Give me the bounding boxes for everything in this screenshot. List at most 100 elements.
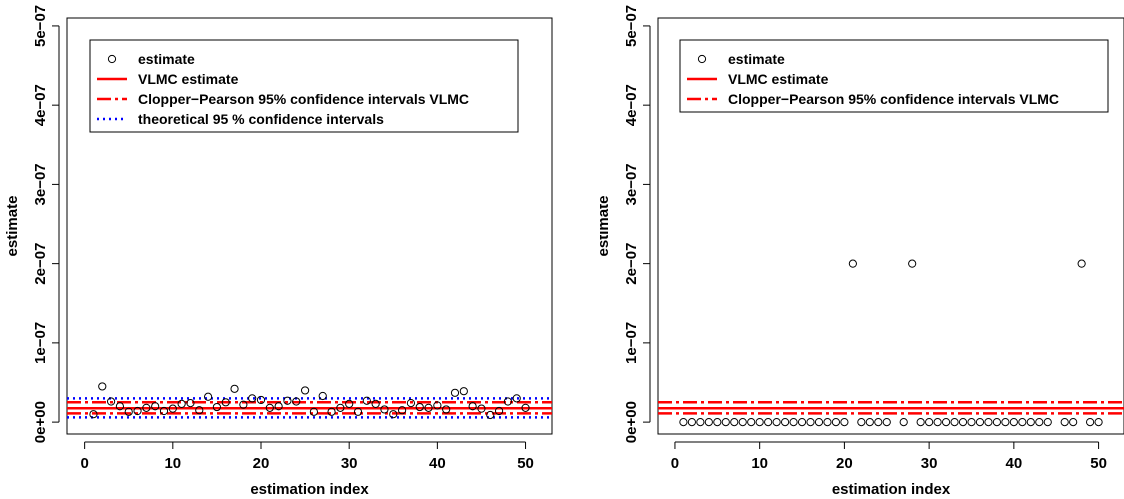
- x-tick-label: 0: [671, 455, 679, 472]
- y-axis-title: estimate: [4, 196, 21, 257]
- legend-box: [89, 39, 519, 133]
- data-point: [848, 259, 857, 268]
- legend-label: estimate: [138, 51, 195, 67]
- data-point: [106, 397, 116, 406]
- data-point: [442, 405, 451, 414]
- x-tick-label: 0: [80, 455, 88, 472]
- data-point: [882, 418, 891, 427]
- data-point: [941, 418, 951, 427]
- legend-label: VLMC estimate: [728, 71, 829, 87]
- data-point: [1001, 418, 1010, 427]
- data-point: [151, 402, 160, 411]
- data-point: [704, 418, 713, 427]
- legend-label: theoretical 95 % confidence intervals: [138, 111, 384, 127]
- data-point: [89, 410, 98, 419]
- right-scatter-panel: 0 10 20 30 40 50 0e+00 1e−07 2e−07 3e−07 4e−07 5e−0…: [600, 5, 1124, 498]
- x-tick-label: 40: [429, 455, 446, 472]
- data-point: [380, 405, 389, 414]
- data-point: [1026, 418, 1035, 427]
- y-tick-label: 5e−07: [32, 5, 49, 47]
- y-tick-label: 5e−07: [623, 5, 640, 47]
- data-point: [406, 398, 416, 408]
- data-point: [283, 396, 292, 405]
- data-point: [1077, 259, 1086, 268]
- x-tick-label: 50: [517, 455, 534, 472]
- data-point: [345, 399, 354, 408]
- data-point: [874, 418, 883, 427]
- data-point: [521, 403, 530, 412]
- data-point: [203, 392, 213, 401]
- data-point: [1094, 418, 1103, 427]
- data-point: [274, 402, 283, 411]
- y-tick-label: 2e−07: [32, 243, 49, 285]
- data-point: [696, 418, 705, 427]
- data-point: [265, 403, 274, 412]
- data-point: [1043, 418, 1052, 427]
- data-point: [309, 407, 319, 416]
- data-point: [389, 410, 398, 419]
- x-axis-title: estimation index: [250, 481, 369, 498]
- data-point: [984, 418, 993, 427]
- data-point: [186, 398, 195, 408]
- data-point: [230, 384, 239, 393]
- data-point: [1060, 418, 1069, 427]
- data-point: [950, 418, 959, 427]
- data-point: [503, 397, 513, 406]
- data-point: [486, 410, 495, 420]
- x-tick-label: 50: [1090, 455, 1107, 472]
- left-scatter-panel: 0 10 20 30 40 50 0e+00 1e−07 2e−07 3e−07 4e−07 5e−0…: [4, 5, 553, 498]
- data-point: [687, 418, 696, 427]
- data-point: [371, 399, 380, 408]
- data-point: [764, 418, 773, 427]
- y-tick-label: 4e−07: [623, 84, 640, 126]
- data-point: [789, 418, 798, 427]
- y-tick-label: 4e−07: [32, 84, 49, 126]
- data-point: [424, 403, 433, 412]
- data-point: [336, 403, 345, 412]
- data-point: [133, 406, 142, 416]
- data-point: [780, 418, 790, 427]
- plot-frame: [657, 17, 1124, 435]
- legend-box: [679, 39, 1109, 113]
- data-point: [512, 394, 521, 403]
- legend-label: Clopper−Pearson 95% confidence intervals…: [138, 91, 469, 107]
- legend-label: VLMC estimate: [138, 71, 239, 87]
- data-point: [142, 403, 151, 412]
- plot-frame: [66, 17, 553, 435]
- data-point: [300, 386, 310, 395]
- data-point: [1069, 418, 1078, 427]
- data-point: [248, 394, 257, 403]
- data-point: [797, 418, 807, 427]
- y-tick-label: 1e−07: [623, 322, 640, 364]
- data-point: [975, 418, 985, 427]
- data-point: [679, 418, 688, 427]
- data-point: [721, 418, 730, 427]
- x-axis-title: estimation index: [832, 481, 951, 498]
- data-point: [738, 418, 747, 427]
- y-tick-label: 0e+00: [32, 401, 49, 443]
- data-point: [755, 418, 764, 427]
- data-point: [318, 391, 327, 401]
- data-point: [115, 402, 125, 411]
- data-point: [212, 402, 222, 412]
- legend-label: Clopper−Pearson 95% confidence intervals…: [728, 91, 1059, 107]
- data-point: [159, 406, 169, 416]
- data-point: [353, 407, 363, 416]
- data-point: [916, 418, 925, 427]
- data-point: [747, 418, 756, 427]
- y-tick-label: 3e−07: [623, 163, 640, 205]
- data-point: [1018, 418, 1027, 427]
- x-tick-label: 10: [164, 455, 181, 472]
- x-tick-label: 40: [1006, 455, 1023, 472]
- data-point: [327, 407, 336, 416]
- legend-marker-circle: [697, 54, 707, 64]
- data-point: [221, 398, 230, 407]
- y-tick-label: 3e−07: [32, 163, 49, 205]
- data-point: [477, 404, 486, 413]
- data-point: [397, 406, 407, 415]
- data-point: [840, 418, 849, 427]
- data-point: [195, 406, 204, 415]
- data-point: [865, 418, 874, 427]
- data-point: [967, 418, 976, 427]
